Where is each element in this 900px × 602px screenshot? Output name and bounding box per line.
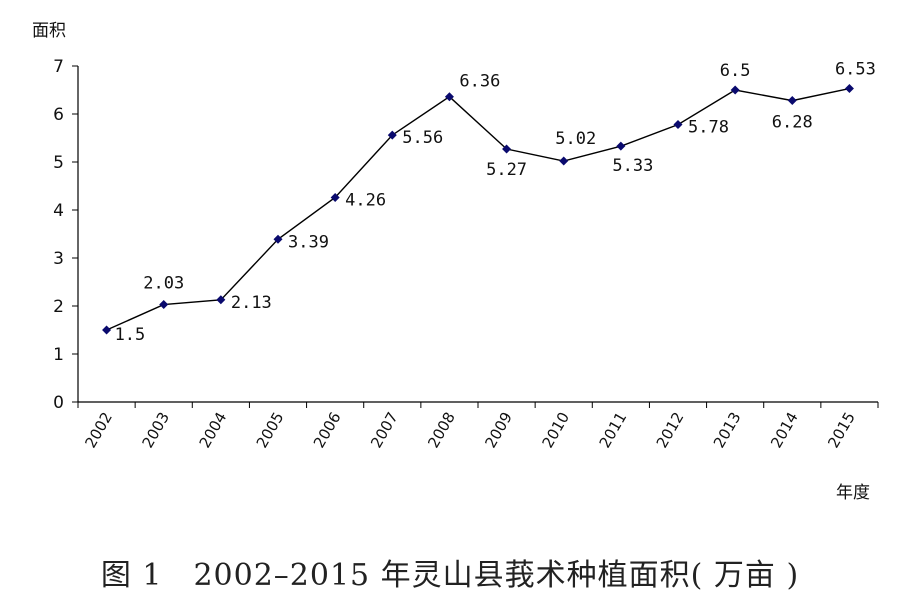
x-tick-label: 2007 <box>367 409 402 451</box>
data-point-marker <box>502 144 512 154</box>
data-point-marker <box>844 84 854 94</box>
x-tick-label: 2005 <box>253 409 288 451</box>
data-label: 1.5 <box>115 325 146 345</box>
data-label: 5.56 <box>402 128 443 148</box>
x-tick-label: 2014 <box>767 409 802 451</box>
data-label: 2.13 <box>231 293 272 313</box>
data-label: 6.28 <box>772 113 813 133</box>
data-point-marker <box>216 295 226 305</box>
y-axis-ticks: 0 1 2 3 4 5 6 7 <box>53 57 78 413</box>
axes <box>77 66 878 403</box>
x-tick-label: 2010 <box>538 409 573 451</box>
data-point-marker <box>730 85 740 95</box>
data-point-marker <box>387 130 397 140</box>
y-tick-label: 5 <box>53 153 64 173</box>
y-tick-label: 2 <box>53 297 64 317</box>
x-tick-label: 2008 <box>424 409 459 451</box>
x-tick-label: 2015 <box>824 409 859 451</box>
figure-caption: 图 1 2002–2015 年灵山县莪术种植面积( 万亩 ) <box>100 558 800 593</box>
y-tick-label: 6 <box>53 105 64 125</box>
y-tick-label: 7 <box>53 57 64 77</box>
x-axis-title: 年度 <box>836 483 870 503</box>
data-point-marker <box>559 156 569 166</box>
y-tick-label: 3 <box>53 249 64 269</box>
data-point-marker <box>444 92 454 102</box>
data-label: 6.53 <box>835 60 876 80</box>
data-point-marker <box>616 141 626 151</box>
x-tick-label: 2009 <box>481 409 516 451</box>
data-point-marker <box>102 325 112 335</box>
x-tick-label: 2004 <box>196 409 231 451</box>
data-point-marker <box>673 120 683 130</box>
data-label: 4.26 <box>345 191 386 211</box>
x-axis-ticks: 2002 2003 2004 2005 2006 2007 2008 2009 2010 2011… <box>77 402 879 451</box>
x-tick-label: 2003 <box>138 409 173 451</box>
data-label: 2.03 <box>143 274 184 294</box>
data-label: 5.27 <box>486 160 527 180</box>
data-point-marker <box>787 96 797 106</box>
data-label: 5.02 <box>555 129 596 149</box>
x-tick-label: 2011 <box>596 409 631 451</box>
x-tick-label: 2002 <box>81 409 116 451</box>
x-tick-label: 2012 <box>653 409 688 451</box>
data-label: 5.33 <box>612 156 653 176</box>
data-label: 3.39 <box>288 232 329 252</box>
data-label: 5.78 <box>688 118 729 138</box>
y-axis-title: 面积 <box>32 21 66 41</box>
x-tick-label: 2013 <box>710 409 745 451</box>
y-tick-label: 4 <box>53 201 64 221</box>
data-label: 6.5 <box>720 61 751 81</box>
data-labels: 1.5 2.03 2.13 3.39 4.26 5.56 6.36 5.27 5.02 5.33 5… <box>115 60 876 345</box>
y-tick-label: 1 <box>53 345 64 365</box>
series-line <box>106 87 850 331</box>
y-tick-label: 0 <box>53 393 64 413</box>
data-point-marker <box>159 300 169 310</box>
x-tick-label: 2006 <box>310 409 345 451</box>
data-point-marker <box>273 234 283 244</box>
data-label: 6.36 <box>459 72 500 92</box>
series <box>102 84 854 335</box>
data-point-marker <box>330 193 340 203</box>
